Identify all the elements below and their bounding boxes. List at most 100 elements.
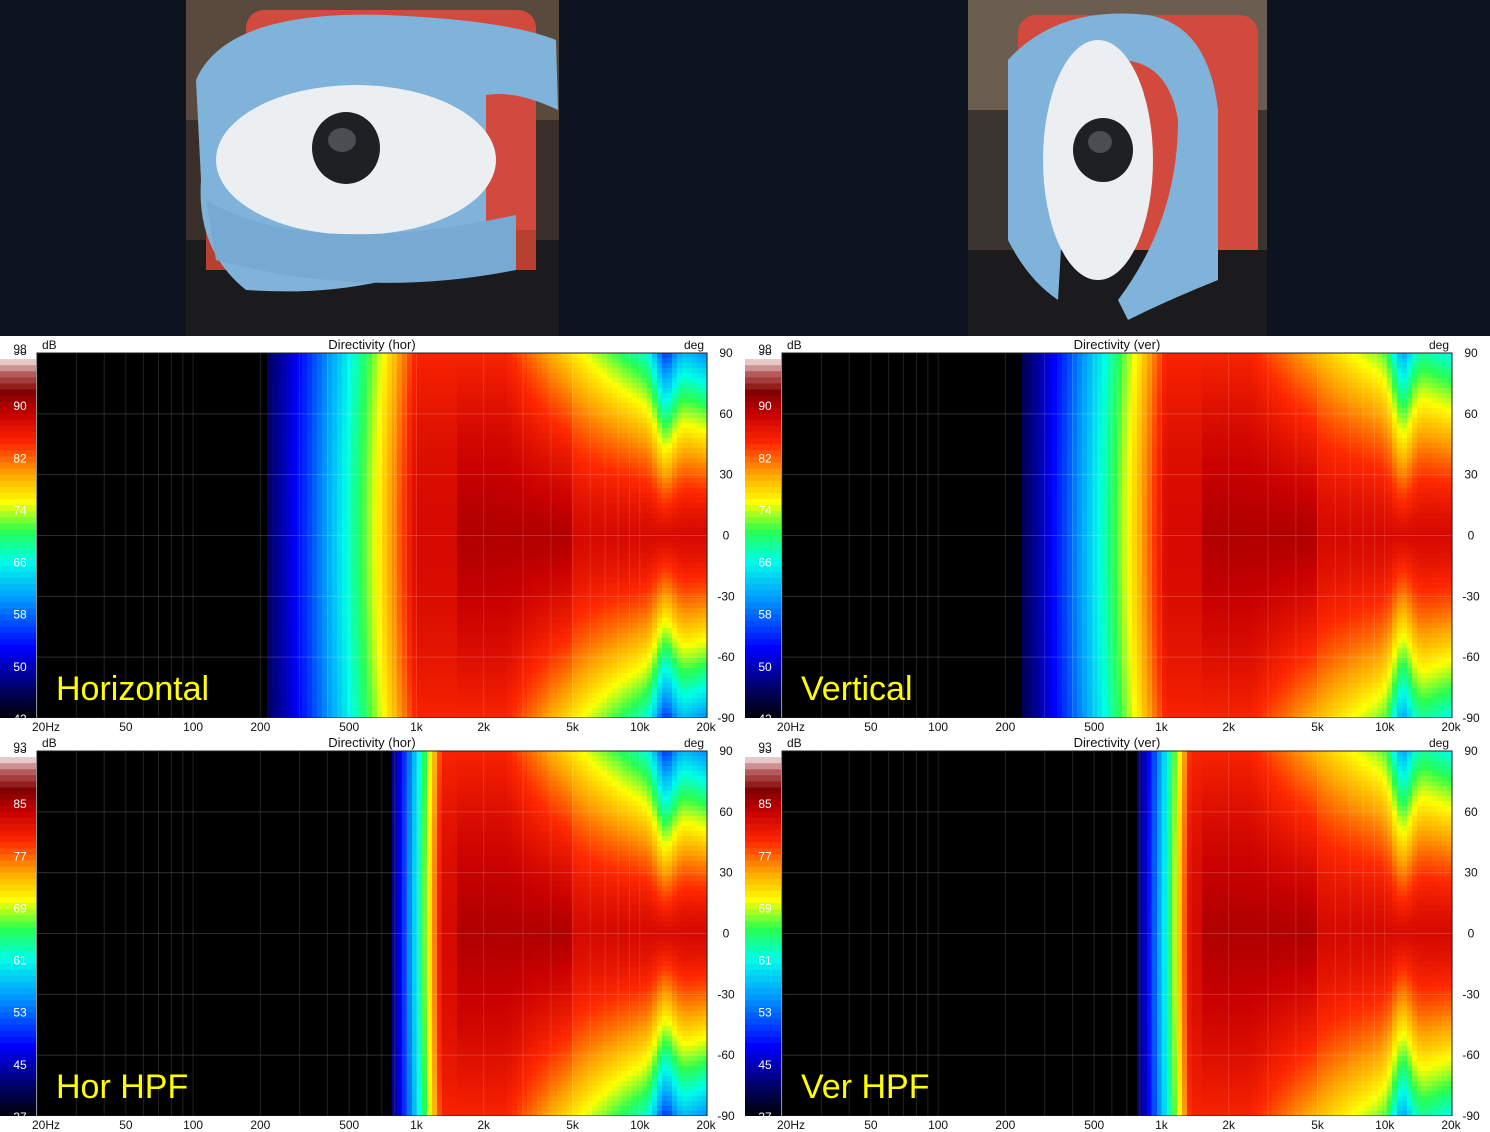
freq-tick-label: 1k xyxy=(1155,720,1169,734)
colorbar-tick-label: 66 xyxy=(758,556,772,570)
freq-tick-label: 2k xyxy=(477,720,491,734)
freq-tick-label: 2k xyxy=(477,1118,491,1132)
colorbar-tick-label: 85 xyxy=(13,797,27,811)
colorbar-tick-label: 90 xyxy=(13,399,27,413)
colorbar: 9890827466585042 xyxy=(0,344,36,726)
angle-tick-label: -60 xyxy=(717,650,735,664)
freq-tick-label: 200 xyxy=(250,720,270,734)
colorbar-tick-label: 69 xyxy=(758,901,772,915)
freq-tick-label: 5k xyxy=(566,1118,580,1132)
colorbar-tick-label: 74 xyxy=(758,503,772,517)
freq-tick-label: 1k xyxy=(1155,1118,1169,1132)
angle-tick-label: -30 xyxy=(1462,987,1480,1001)
chart-title: Directivity (hor) xyxy=(328,337,415,352)
freq-tick-label: 100 xyxy=(928,720,948,734)
overlay-label: Vertical xyxy=(801,670,913,708)
colorbar-tick-label: 82 xyxy=(13,451,27,465)
freq-tick-label: 500 xyxy=(1084,720,1104,734)
colorbar-tick-label: 66 xyxy=(13,556,27,570)
directivity-chart-svg: 989082746658504298dBDirectivity (ver)deg… xyxy=(745,336,1490,734)
freq-tick-label: 2k xyxy=(1222,1118,1236,1132)
colorbar-tick-label: 61 xyxy=(758,954,772,968)
colorbar-tick-label: 53 xyxy=(13,1006,27,1020)
right-axis-unit: deg xyxy=(684,338,704,352)
colorbar: 9385776961534537 xyxy=(745,742,781,1124)
angle-tick-label: 90 xyxy=(1464,346,1478,360)
freq-tick-label: 20k xyxy=(1441,720,1461,734)
angle-tick-label: -60 xyxy=(1462,650,1480,664)
freq-tick-label: 10k xyxy=(1375,720,1395,734)
photo-band xyxy=(0,0,1490,336)
angle-tick-label: -30 xyxy=(717,589,735,603)
angle-tick-label: 30 xyxy=(1464,866,1478,880)
vertical-photo xyxy=(968,0,1267,336)
angle-tick-label: -60 xyxy=(717,1048,735,1062)
angle-tick-label: 90 xyxy=(719,744,733,758)
overlay-label: Ver HPF xyxy=(801,1068,929,1106)
heatmap-field xyxy=(782,751,1453,1117)
angle-tick-label: -90 xyxy=(1462,1109,1480,1123)
colorbar-tick-label: 74 xyxy=(13,503,27,517)
colorbar: 9890827466585042 xyxy=(745,344,781,726)
colorbar-tick-label: 90 xyxy=(758,399,772,413)
freq-tick-label: 50 xyxy=(119,1118,133,1132)
angle-tick-label: 0 xyxy=(1468,529,1475,543)
directivity-chart-svg: 938577696153453793dBDirectivity (hor)deg… xyxy=(0,734,745,1132)
chart-vertical: 989082746658504298dBDirectivity (ver)deg… xyxy=(745,336,1490,734)
colorbar-tick-label: 77 xyxy=(758,849,772,863)
angle-tick-label: 0 xyxy=(1468,927,1475,941)
freq-tick-label: 20k xyxy=(696,1118,716,1132)
directivity-chart-svg: 989082746658504298dBDirectivity (hor)deg… xyxy=(0,336,745,734)
right-axis-unit: deg xyxy=(1429,736,1449,750)
freq-tick-label: 100 xyxy=(928,1118,948,1132)
freq-tick-label: 5k xyxy=(1311,1118,1325,1132)
grid xyxy=(36,750,708,1117)
colorbar-tick-label: 58 xyxy=(758,608,772,622)
freq-tick-label: 50 xyxy=(864,720,878,734)
colorbar-tick-label: 53 xyxy=(758,1006,772,1020)
freq-tick-label: 1k xyxy=(410,1118,424,1132)
freq-tick-label: 20Hz xyxy=(32,720,60,734)
angle-tick-label: 30 xyxy=(1464,468,1478,482)
angle-tick-label: 60 xyxy=(1464,805,1478,819)
freq-tick-label: 200 xyxy=(995,720,1015,734)
speaker-towel-horizontal-icon xyxy=(186,0,559,336)
colorbar-tick-label: 50 xyxy=(758,660,772,674)
angle-tick-label: 0 xyxy=(723,529,730,543)
chart-title: Directivity (ver) xyxy=(1074,337,1161,352)
angle-tick-label: -30 xyxy=(1462,589,1480,603)
heatmap-field xyxy=(37,751,708,1117)
freq-tick-label: 20k xyxy=(1441,1118,1461,1132)
freq-tick-label: 5k xyxy=(1311,720,1325,734)
speaker-towel-vertical-icon xyxy=(968,0,1267,336)
colorbar-max-label: 98 xyxy=(13,342,27,356)
colorbar-tick-label: 58 xyxy=(13,608,27,622)
angle-tick-label: -60 xyxy=(1462,1048,1480,1062)
freq-tick-label: 2k xyxy=(1222,720,1236,734)
right-axis-unit: deg xyxy=(684,736,704,750)
colorbar: 9385776961534537 xyxy=(0,742,36,1124)
freq-tick-label: 100 xyxy=(183,720,203,734)
angle-tick-label: 90 xyxy=(1464,744,1478,758)
overlay-label: Hor HPF xyxy=(56,1068,188,1106)
freq-tick-label: 20k xyxy=(696,720,716,734)
colorbar-max-label: 93 xyxy=(13,740,27,754)
freq-tick-label: 50 xyxy=(864,1118,878,1132)
colorbar-max-label: 98 xyxy=(758,342,772,356)
freq-tick-label: 20Hz xyxy=(777,720,805,734)
colorbar-unit: dB xyxy=(42,736,57,750)
freq-tick-label: 5k xyxy=(566,720,580,734)
angle-tick-label: 90 xyxy=(719,346,733,360)
colorbar-tick-label: 45 xyxy=(758,1058,772,1072)
freq-tick-label: 50 xyxy=(119,720,133,734)
freq-tick-label: 10k xyxy=(1375,1118,1395,1132)
directivity-chart-svg: 938577696153453793dBDirectivity (ver)deg… xyxy=(745,734,1490,1132)
heatmap-field xyxy=(37,353,708,719)
freq-tick-label: 500 xyxy=(1084,1118,1104,1132)
colorbar-tick-label: 77 xyxy=(13,849,27,863)
angle-tick-label: 60 xyxy=(1464,407,1478,421)
colorbar-unit: dB xyxy=(787,338,802,352)
freq-tick-label: 500 xyxy=(339,1118,359,1132)
freq-tick-label: 20Hz xyxy=(777,1118,805,1132)
angle-tick-label: -90 xyxy=(717,711,735,725)
